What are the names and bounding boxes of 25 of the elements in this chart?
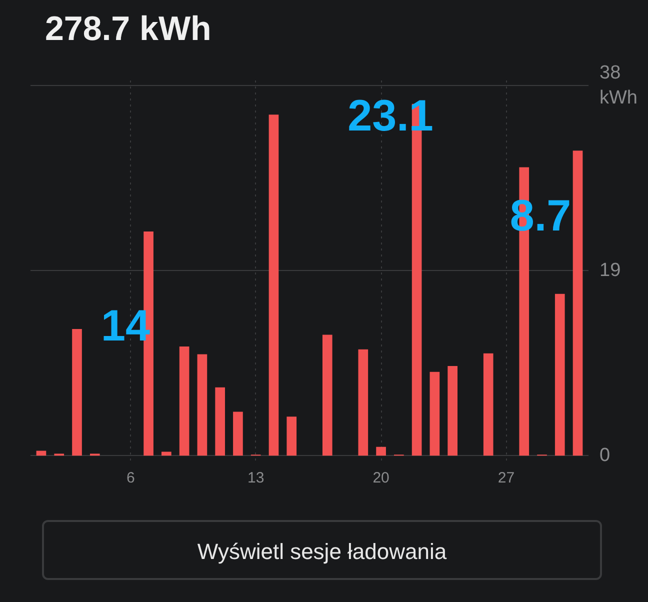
x-tick-label: 27 [498,470,515,486]
bar [233,412,243,456]
x-tick-label: 20 [372,470,390,486]
chart-title: 278.7 kWh [45,9,212,50]
x-tick-label: 13 [248,470,264,486]
bar [72,328,82,456]
y-tick-label: 0 [600,445,610,466]
text: Wyświetl sesje ładowania [197,538,447,566]
bar [554,294,565,456]
y-tick-label: 19 [600,260,621,281]
bar [215,387,225,456]
bar [376,446,386,456]
bar [162,452,172,456]
bar [197,354,208,456]
bar [430,372,440,456]
bar [448,366,458,456]
bar [179,346,190,456]
x-tick-label: 6 [126,470,135,486]
bar [483,353,494,456]
bar [268,114,279,456]
bar [322,334,332,456]
bar [286,416,297,456]
bar [358,349,368,456]
bar [572,150,583,456]
y-tick-label: 38 kWh [600,62,638,108]
